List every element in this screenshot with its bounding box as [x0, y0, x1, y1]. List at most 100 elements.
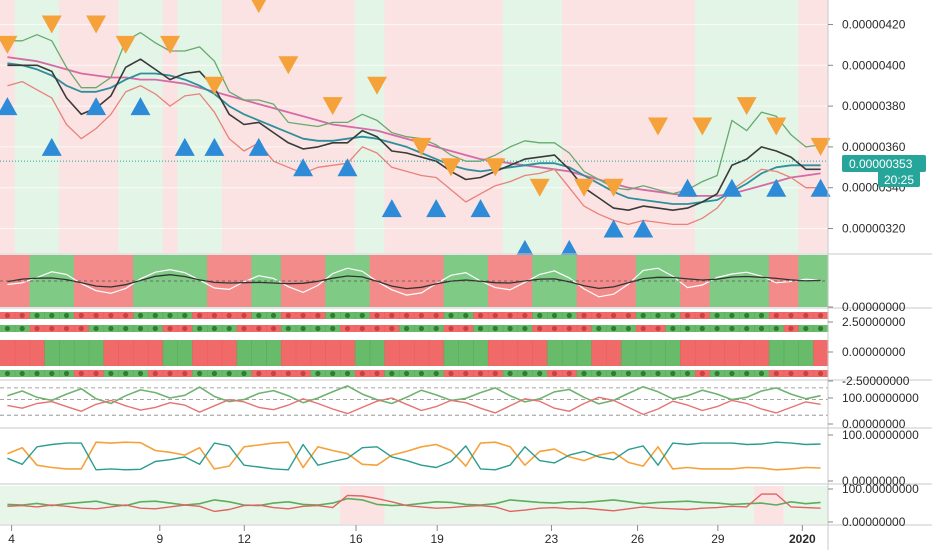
signal-dot [34, 370, 40, 377]
signal-dot [537, 312, 543, 319]
signal-dot [123, 312, 129, 319]
price-bg-band [414, 0, 430, 253]
signal-dot [4, 312, 10, 319]
signal-dot [803, 312, 809, 319]
price-bg-band [665, 0, 681, 253]
price-bg-band [635, 0, 652, 253]
price-bg-band [547, 0, 563, 253]
oscillator-1-bar [458, 255, 474, 307]
signal-dot [655, 325, 661, 332]
oscillator-1-bar [207, 255, 223, 307]
oscillator-4-bg-band [591, 486, 607, 524]
price-bg-band [428, 0, 445, 253]
signal-strip-cell [14, 340, 31, 366]
signal-strip-cell [177, 340, 193, 366]
signal-dot [684, 325, 691, 332]
price-bg-band [399, 0, 415, 253]
time-axis-tick-label: 23 [545, 532, 559, 546]
signal-dot [344, 325, 351, 332]
oscillator-4-bg-band [221, 486, 238, 524]
signal-dot [640, 370, 646, 377]
signal-dot [492, 370, 498, 377]
time-axis-tick-label: 29 [711, 532, 725, 546]
price-bg-band [606, 0, 622, 253]
price-bg-band [443, 0, 459, 253]
signal-dot [581, 370, 587, 377]
signal-dot [330, 325, 336, 332]
signal-strip-cell [251, 340, 267, 366]
signal-dot [773, 325, 779, 332]
signal-dot [655, 370, 661, 377]
signal-dot [315, 312, 321, 319]
signal-strip-cell [88, 340, 105, 366]
signal-strips-axis-tick-label: -2.50000000 [842, 374, 910, 388]
oscillator-1-bar [650, 255, 666, 307]
buy-signal-marker [766, 178, 787, 197]
signal-dot [729, 325, 735, 332]
countdown-label: 20:25 [884, 173, 914, 187]
signal-strip-cell [768, 340, 785, 366]
signal-strips-axis-tick-label: 0.00000000 [842, 345, 906, 359]
signal-strip-cell [650, 340, 666, 366]
signal-dot [270, 325, 277, 332]
signal-dot [507, 325, 513, 332]
time-axis[interactable]: 4 9 12 16 19 23 26 29 2020 [8, 525, 816, 546]
sell-signal-marker [529, 178, 550, 197]
signal-dot [78, 370, 84, 377]
buy-signal-marker [426, 199, 447, 218]
signal-strip-cell [207, 340, 223, 366]
signal-dot [93, 325, 99, 332]
price-axis-tick-label: 0.00000400 [842, 58, 906, 72]
signal-dot [773, 370, 779, 377]
last-price-label: 0.00000353 [849, 157, 913, 171]
signal-dot [300, 325, 306, 332]
oscillator-2-series-2 [7, 396, 821, 416]
signal-dot [108, 312, 114, 319]
signal-strip-cell [73, 340, 90, 366]
signal-dot [640, 312, 646, 319]
price-axis[interactable]: 0.00000420 0.00000400 0.00000380 0.00000360… [828, 17, 919, 529]
signal-dot [625, 312, 632, 319]
oscillator-1-bar [428, 255, 445, 307]
oscillator-2-series-1 [7, 385, 821, 405]
price-bg-band [221, 0, 238, 253]
oscillator-1-bar [340, 255, 356, 307]
oscillator-1-bar [754, 255, 770, 307]
signal-dot [463, 325, 469, 332]
signal-dot [49, 312, 55, 319]
buy-signal-marker [174, 137, 195, 156]
oscillator-4-series-2 [7, 493, 821, 513]
price-bg-band [207, 0, 223, 253]
oscillator-4-bg-band [502, 486, 519, 524]
signal-dot [197, 370, 203, 377]
price-bg-band [88, 0, 105, 253]
oscillator-1-bar [680, 255, 696, 307]
signal-strip-cell [694, 340, 711, 366]
signal-dot [803, 370, 809, 377]
time-axis-tick-label: 12 [238, 532, 252, 546]
oscillator-4-bg-band [813, 486, 829, 524]
price-bg-band [591, 0, 607, 253]
signal-dot [744, 312, 750, 319]
signal-dot [300, 312, 306, 319]
signal-strip-cell [295, 340, 312, 366]
signal-dot [285, 312, 291, 319]
signal-dot [507, 312, 513, 319]
oscillator-4-bg-band [709, 486, 726, 524]
signal-strip-cell [473, 340, 489, 366]
signal-dot [714, 312, 720, 319]
buy-signal-marker [293, 158, 314, 177]
price-bg-band [133, 0, 149, 253]
oscillator-4-bg-band [798, 486, 814, 524]
signal-dot [63, 325, 70, 332]
price-series-lower-band [7, 80, 821, 226]
signal-dot [404, 312, 410, 319]
signal-strip-cell [606, 340, 622, 366]
time-axis-tick-label: 2020 [789, 532, 816, 546]
price-bg-band [73, 0, 90, 253]
signal-dot [78, 312, 84, 319]
signal-dot [463, 312, 469, 319]
signal-dot [211, 370, 217, 377]
signal-dot [330, 312, 336, 319]
signal-dot [818, 370, 824, 377]
